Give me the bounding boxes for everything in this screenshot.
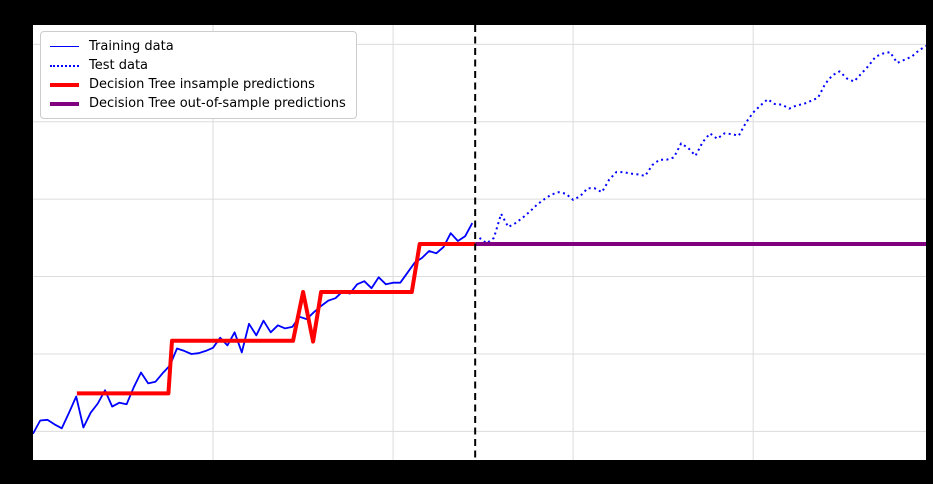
outsample-predictions-line-swatch xyxy=(50,101,79,106)
legend-label-test-data: Test data xyxy=(89,58,149,73)
legend-item-insample-predictions: Decision Tree insample predictions xyxy=(50,75,346,94)
test-line xyxy=(478,45,926,245)
plot-area: Training data Test data Decision Tree in… xyxy=(33,25,926,460)
test-data-line-swatch xyxy=(50,64,79,67)
legend-item-training-data: Training data xyxy=(50,37,346,56)
insample-line xyxy=(76,242,476,396)
legend-item-outsample-predictions: Decision Tree out-of-sample predictions xyxy=(50,94,346,113)
legend-label-insample-predictions: Decision Tree insample predictions xyxy=(89,77,315,92)
legend-item-test-data: Test data xyxy=(50,56,346,75)
train-line xyxy=(33,222,474,435)
training-data-line-swatch xyxy=(50,45,79,48)
chart-canvas xyxy=(33,25,926,460)
legend-label-training-data: Training data xyxy=(89,39,174,54)
legend-label-outsample-predictions: Decision Tree out-of-sample predictions xyxy=(89,96,346,111)
legend: Training data Test data Decision Tree in… xyxy=(40,31,357,119)
insample-predictions-line-swatch xyxy=(50,82,79,87)
